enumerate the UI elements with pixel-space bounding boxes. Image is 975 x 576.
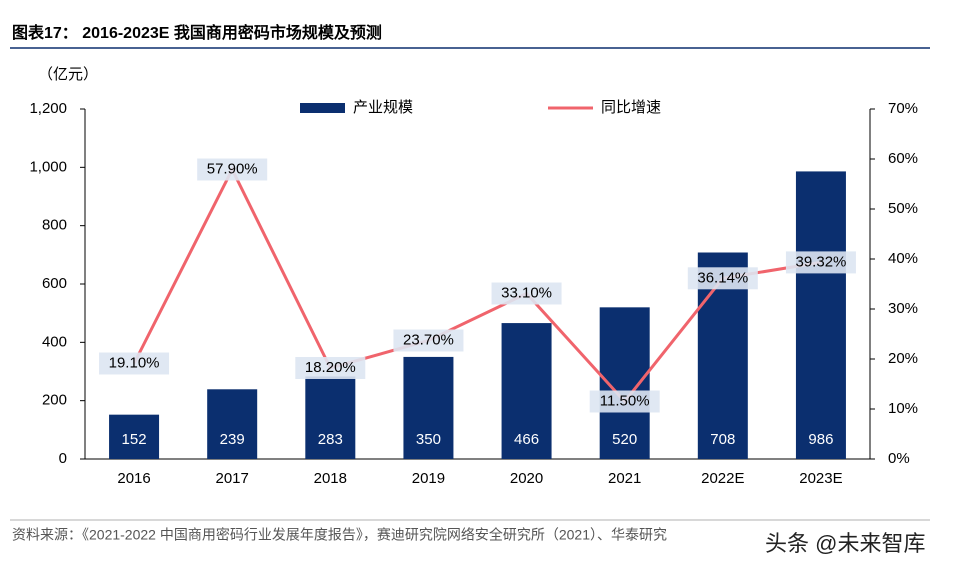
bar bbox=[501, 323, 552, 459]
y-tick-label: 800 bbox=[42, 217, 67, 234]
y-tick-label: 200 bbox=[42, 392, 67, 409]
y-axis-label: （亿元） bbox=[38, 66, 98, 83]
line-value-label: 33.10% bbox=[501, 284, 552, 301]
bar-value-label: 466 bbox=[514, 431, 539, 448]
data-label-bg bbox=[393, 329, 464, 352]
line-value-label: 23.70% bbox=[403, 331, 454, 348]
source: 资料来源：《2021-2022 中国商用密码行业发展年度报告》，赛迪研究院网络安… bbox=[12, 527, 667, 543]
data-label-bg bbox=[99, 352, 170, 375]
y2-tick-label: 50% bbox=[888, 200, 918, 217]
line-value-label: 11.50% bbox=[600, 392, 650, 409]
line-value-label: 19.10% bbox=[109, 354, 160, 371]
y-tick-label: 600 bbox=[42, 275, 67, 292]
data-label-bg bbox=[785, 251, 856, 274]
line-value-label: 57.90% bbox=[207, 160, 258, 177]
x-tick-label: 2016 bbox=[117, 470, 150, 487]
bar bbox=[207, 389, 258, 459]
x-tick-label: 2019 bbox=[412, 470, 445, 487]
bar-value-label: 283 bbox=[318, 431, 343, 448]
bar-value-label: 520 bbox=[612, 431, 637, 448]
data-label-bg bbox=[295, 357, 366, 379]
bar bbox=[795, 171, 846, 459]
y-tick-label: 400 bbox=[42, 333, 67, 350]
bar bbox=[403, 356, 454, 459]
chart-title: 图表17： 2016-2023E 我国商用密码市场规模及预测 bbox=[12, 23, 382, 42]
line-value-label: 18.20% bbox=[305, 359, 356, 376]
bar bbox=[109, 414, 160, 459]
legend-swatch bbox=[300, 103, 345, 113]
y2-tick-label: 40% bbox=[888, 250, 918, 267]
x-tick-label: 2018 bbox=[314, 470, 347, 487]
data-label-bg bbox=[589, 390, 660, 413]
bar bbox=[305, 376, 356, 459]
bar-value-label: 350 bbox=[416, 431, 441, 448]
data-label-bg bbox=[197, 158, 268, 181]
data-label-bg bbox=[491, 282, 562, 305]
line-value-label: 36.14% bbox=[697, 269, 748, 286]
watermark: 头条 @未来智库 bbox=[765, 531, 925, 556]
legend-label: 同比增速 bbox=[601, 99, 661, 116]
y2-tick-label: 70% bbox=[888, 100, 918, 117]
x-tick-label: 2021 bbox=[608, 470, 641, 487]
watermark-bg bbox=[755, 525, 970, 561]
bar-value-label: 152 bbox=[122, 431, 147, 448]
y2-tick-label: 60% bbox=[888, 150, 918, 167]
bar-value-label: 708 bbox=[710, 431, 735, 448]
y2-tick-label: 30% bbox=[888, 300, 918, 317]
x-tick-label: 2023E bbox=[799, 470, 842, 487]
y2-tick-label: 10% bbox=[888, 400, 918, 417]
data-label-bg bbox=[687, 267, 758, 290]
line bbox=[132, 166, 822, 404]
line-value-label: 39.32% bbox=[796, 253, 847, 270]
y-tick-label: 1,200 bbox=[29, 100, 67, 117]
x-tick-label: 2017 bbox=[216, 470, 249, 487]
x-tick-label: 2020 bbox=[510, 470, 543, 487]
legend-label: 产业规模 bbox=[353, 99, 413, 116]
y-tick-label: 0 bbox=[59, 450, 67, 467]
y-tick-label: 1,000 bbox=[29, 158, 67, 175]
y2-tick-label: 20% bbox=[888, 350, 918, 367]
bar-value-label: 239 bbox=[220, 431, 245, 448]
bar-value-label: 986 bbox=[808, 431, 833, 448]
y2-tick-label: 0% bbox=[888, 450, 910, 467]
x-tick-label: 2022E bbox=[701, 470, 744, 487]
